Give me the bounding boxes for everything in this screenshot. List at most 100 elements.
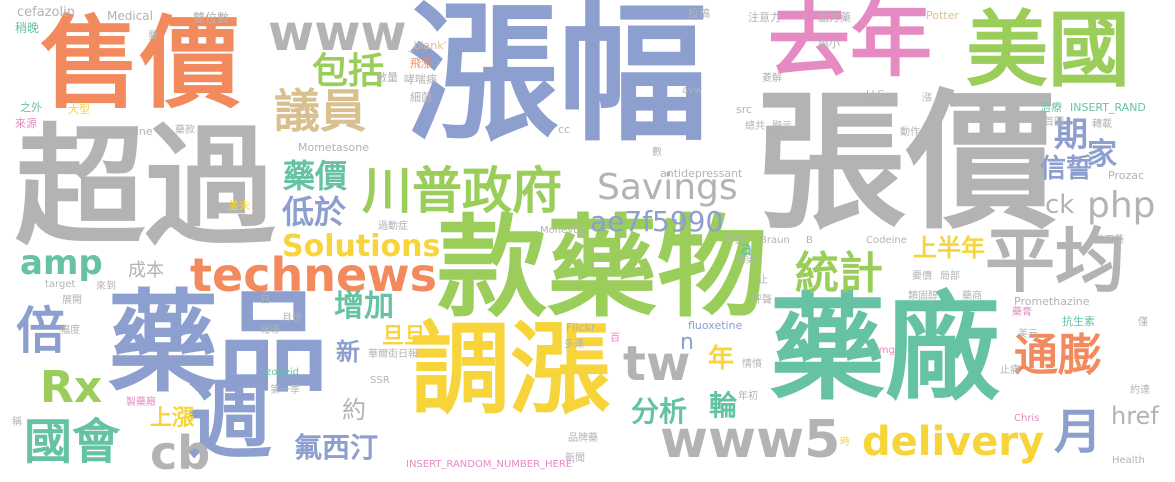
word-日: 日 <box>260 295 270 306</box>
word-藥價: 藥價 <box>283 157 348 195</box>
word-投稿: 投稿 <box>688 7 710 20</box>
word-包括: 包括 <box>312 51 385 92</box>
word-處方藥: 處方藥 <box>818 11 851 24</box>
word-幅度: 幅度 <box>60 325 80 336</box>
word-img: img <box>876 345 895 356</box>
word-售價: 售價 <box>40 5 240 122</box>
word-之外: 之外 <box>20 101 42 114</box>
word-坪聲: 坪聲 <box>752 295 772 306</box>
word-SSR: SSR <box>370 375 390 386</box>
word-治療: 治療 <box>1040 101 1062 114</box>
word-細菌: 細菌 <box>410 91 432 104</box>
word-款藥物: 款藥物 <box>437 204 767 332</box>
word-要價: 要價 <box>912 271 932 282</box>
word-飛漲: 飛漲 <box>410 57 432 70</box>
word-週: 週 <box>186 371 272 471</box>
word-約達: 約達 <box>1130 385 1150 396</box>
word-第一季: 第一季 <box>270 385 300 396</box>
word-來源: 來源 <box>15 117 37 130</box>
word-輪: 輪 <box>709 389 738 422</box>
word-上半年: 上半年 <box>913 234 985 262</box>
word-調漲: 調漲 <box>410 311 610 428</box>
word-類固醇: 類固醇 <box>908 291 938 302</box>
word-要: 要 <box>148 31 158 42</box>
word-Prozac: Prozac <box>1108 169 1145 182</box>
word-感染: 感染 <box>736 255 756 266</box>
word-Savings: Savings <box>597 167 738 208</box>
word-amp: amp <box>20 243 103 283</box>
word-通膨: 通膨 <box>1014 330 1102 381</box>
word-注意力: 注意力 <box>748 11 781 24</box>
word-議員: 議員 <box>274 84 366 138</box>
word-轉載: 轉載 <box>1092 119 1112 130</box>
word-統計: 統計 <box>795 248 883 299</box>
word-新: 新 <box>336 338 360 366</box>
word-僅: 僅 <box>1138 317 1148 328</box>
word-藥款: 藥款 <box>175 125 195 136</box>
word-Health: Health <box>1112 455 1145 466</box>
word-Medical: Medical <box>107 9 153 23</box>
word-src: src <box>736 103 753 116</box>
word-止痛: 止痛 <box>1000 365 1020 376</box>
word-technews: technews <box>190 248 438 302</box>
word-B: B <box>806 235 813 246</box>
word-抗生素: 抗生素 <box>1062 315 1095 328</box>
word-藥商: 藥商 <box>962 291 982 302</box>
word-縮小: 縮小 <box>818 37 840 50</box>
word-www: www <box>268 4 407 62</box>
word-ck: ck <box>1045 190 1075 220</box>
word-上漲: 上漲 <box>150 406 195 431</box>
word-Flickr: Flickr <box>566 321 596 334</box>
word-漲幅: 漲幅 <box>408 0 709 162</box>
word-家: 家 <box>1087 137 1117 172</box>
word-LLC: LLC <box>866 89 885 100</box>
word-報導: 報導 <box>260 325 280 336</box>
word-期: 期 <box>1054 115 1088 155</box>
word-顯示: 顯示 <box>772 121 792 132</box>
word-品牌藥: 品牌藥 <box>568 433 598 444</box>
word-INSERT_RANDOM_NUMBER_HERE': INSERT_RANDOM_NUMBER_HERE' <box>406 459 575 470</box>
word-a: a <box>740 236 753 260</box>
word-分析: 分析 <box>631 395 688 428</box>
word-止: 止 <box>758 275 768 286</box>
word-月份: 月份 <box>282 313 302 324</box>
word-漲: 漲 <box>922 93 932 104</box>
word-n: n <box>680 330 694 355</box>
word-氟西汀: 氟西汀 <box>294 431 379 464</box>
word-常用藥: 常用藥 <box>1094 235 1124 246</box>
word-時: 時 <box>840 437 850 448</box>
word-數: 數 <box>652 147 662 158</box>
word-局部: 局部 <box>940 271 960 282</box>
word-www5: www5 <box>660 410 841 470</box>
word-百: 百 <box>610 333 620 344</box>
word-來到: 來到 <box>96 281 116 292</box>
word-數量: 數量 <box>376 71 398 84</box>
word-tw: tw <box>623 336 691 392</box>
word-MoneyDJ: MoneyDJ <box>540 225 584 236</box>
word-php: php <box>1087 185 1156 226</box>
word-美國: 美國 <box>966 3 1131 98</box>
word-Potter: Potter <box>926 9 959 22</box>
word-倍: 倍 <box>16 302 66 360</box>
word-張價: 張價 <box>756 76 1057 250</box>
word-稱: 稱 <box>12 417 22 428</box>
word-Guanfacine: Guanfacine <box>90 125 153 138</box>
word-川普政府: 川普政府 <box>362 162 562 220</box>
word-target: target <box>45 279 76 290</box>
word-藥品: 藥品 <box>108 279 328 407</box>
word-過動症: 過動症 <box>378 221 408 232</box>
word-旦旦: 旦旦 <box>382 324 427 349</box>
word-超過: 超過 <box>15 111 276 263</box>
word-antidepressant: antidepressant <box>660 167 743 180</box>
word-月: 月 <box>1054 404 1103 460</box>
word-低於: 低於 <box>282 193 347 231</box>
word-zoneid: zoneid <box>266 367 299 378</box>
word-Braun: Braun <box>760 235 790 246</box>
word-約: 約 <box>342 396 366 424</box>
word-新聞: 新聞 <box>565 453 585 464</box>
word-總共: 總共 <box>745 121 765 132</box>
word-ae7f5990: ae7f5990 <box>590 205 724 238</box>
word-本文: 本文 <box>725 235 745 246</box>
word-菱解: 菱解 <box>762 73 782 84</box>
